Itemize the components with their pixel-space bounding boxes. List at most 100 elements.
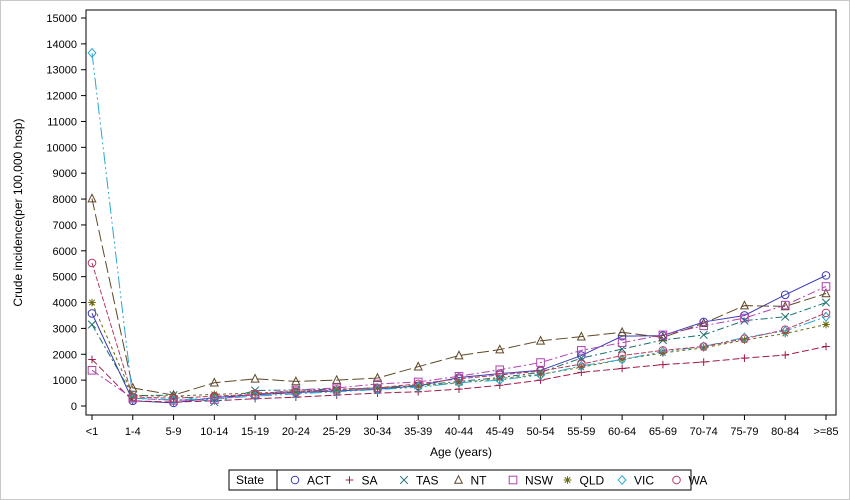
data-point-tas [821,298,831,307]
data-point-wa [87,258,97,268]
x-axis-title: Age (years) [430,445,492,459]
data-point-sa [740,354,749,362]
plot-frame [85,9,837,416]
data-point-nsw [495,365,505,375]
x-tick-label: 60-64 [608,426,636,438]
data-point-nsw [780,300,790,310]
y-tick-label: 5000 [53,272,77,284]
plot-area: 0 1000 2000 3000 4000 5000 6000 7000 8000 9000 100… [46,9,839,438]
data-point-nt [87,193,97,203]
x-tick-label: 25-29 [323,426,351,438]
data-point-nsw [658,330,668,340]
data-point-sa [618,364,626,373]
legend-label-nsw: NSW [525,474,554,488]
y-tick-label: 4000 [53,298,77,310]
series-line-nt [91,198,827,396]
data-point-nsw [577,346,586,355]
legend-label-tas: TAS [416,474,438,488]
data-point-act [780,290,790,300]
data-point-vic [209,393,219,404]
x-tick-label: >=85 [813,426,838,438]
x-axis: <1 1-4 5-9 10-14 15-19 20-24 25-29 30-34 35-39 40… [86,415,839,438]
series-nt [87,193,831,399]
x-tick-label: 35-39 [404,426,432,438]
data-point-sa [781,351,790,359]
y-tick-label: 6000 [53,246,77,258]
legend-marker-wa [672,475,681,485]
data-point-nt [495,344,505,354]
data-point-wa [658,346,668,355]
data-point-wa [413,379,423,389]
y-tick-label: 12000 [46,91,77,103]
data-point-nsw [699,321,708,331]
data-point-nt [658,332,668,342]
legend-box [228,469,692,491]
legend-marker-nt [453,474,464,484]
legend-marker-sa [345,476,354,484]
data-point-nsw [536,358,545,367]
legend: State ACT SA TAS NT NSW QLD VIC WA [228,469,708,491]
x-tick-label: 1-4 [125,426,141,438]
legend-label-wa: WA [689,474,708,488]
legend-marker-nsw [508,475,518,485]
data-point-nt [332,374,342,384]
data-point-wa [332,385,341,394]
y-tick-label: 11000 [47,116,77,128]
y-tick-label: 15000 [46,13,77,25]
data-point-wa [536,366,545,376]
data-point-nt [739,300,750,310]
data-point-nt [209,377,219,387]
data-point-wa [128,392,138,402]
data-point-act [821,271,831,280]
data-point-wa [250,390,260,399]
y-tick-label: 14000 [46,39,77,51]
data-point-tas [740,316,749,325]
data-point-nt [576,331,586,341]
legend-label-nt: NT [471,474,488,488]
y-tick-label: 1000 [53,375,77,387]
x-tick-label: 45-49 [486,426,514,438]
data-point-qld [251,389,259,397]
data-point-nt [821,288,831,298]
data-point-nt [291,376,301,386]
data-point-nsw [617,338,627,347]
series-qld [88,298,830,400]
data-point-vic [699,341,709,352]
data-point-nt [535,335,546,345]
data-point-wa [373,383,382,393]
data-point-qld [414,382,423,390]
legend-marker-vic [617,474,627,486]
legend-label-act: ACT [307,474,332,488]
legend-marker-tas [399,475,409,485]
data-point-sa [495,381,504,390]
data-point-wa [495,370,505,380]
data-point-sa [88,355,96,364]
data-point-wa [821,308,831,318]
data-point-vic [780,325,790,337]
data-point-nt [372,372,383,382]
data-point-qld [577,363,586,371]
y-tick-label: 0 [71,401,77,413]
legend-marker-qld [563,476,572,484]
x-tick-label: 80-84 [771,426,799,438]
data-point-vic [87,47,97,58]
series-line-wa [91,262,827,399]
data-point-vic [413,382,423,393]
x-tick-label: <1 [86,426,99,438]
x-tick-label: 20-24 [282,426,310,438]
data-point-sa [699,358,708,366]
x-tick-label: 15-19 [241,426,269,438]
data-point-wa [577,359,586,369]
data-point-qld [88,298,96,307]
x-tick-label: 30-34 [363,426,391,438]
x-tick-label: 50-54 [526,426,554,438]
data-point-vic [291,388,301,399]
x-tick-label: 70-74 [690,426,718,438]
data-point-wa [210,391,219,401]
series-wa [87,258,831,403]
data-point-act [577,351,586,360]
x-tick-label: 55-59 [567,426,595,438]
data-point-wa [780,325,790,334]
data-point-sa [659,360,667,369]
